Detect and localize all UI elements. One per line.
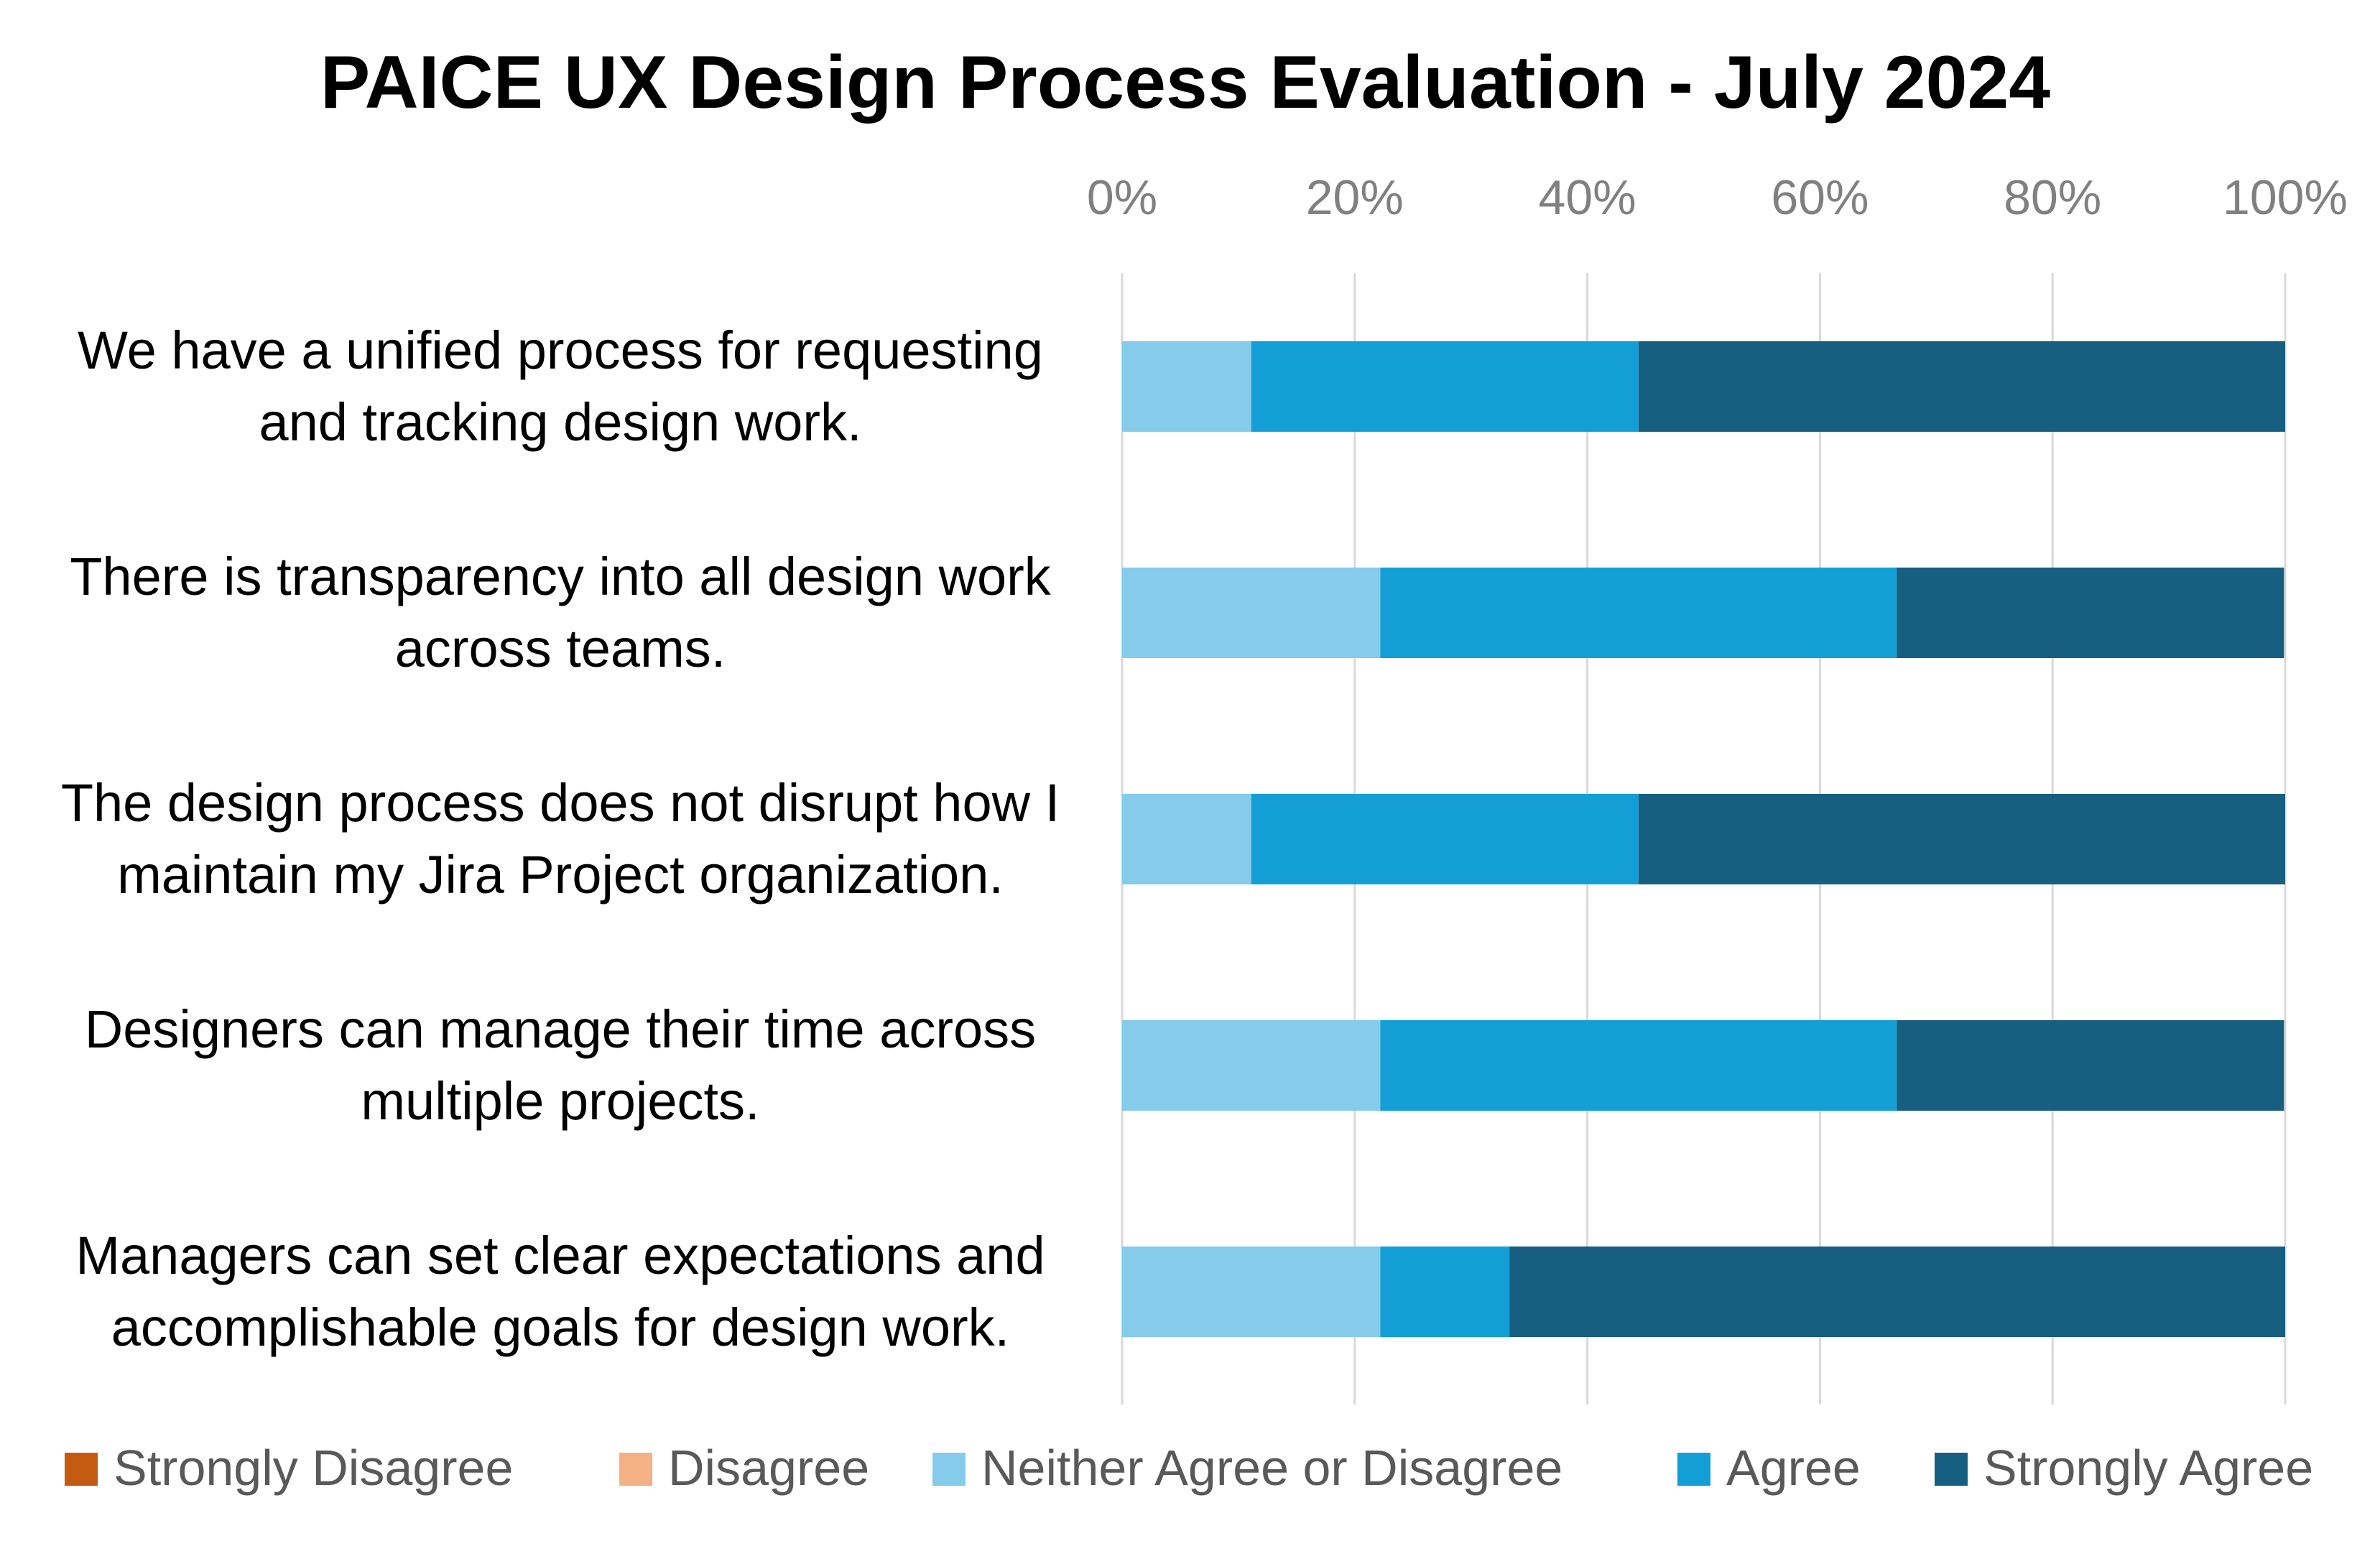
- legend-label: Strongly Disagree: [114, 1440, 513, 1496]
- bars: [1122, 341, 2285, 1337]
- category-label: Managers can set clear expectations and a…: [75, 1226, 1045, 1357]
- bar-segment: [1380, 568, 1897, 658]
- category-label-line: multiple projects.: [361, 1071, 759, 1131]
- bar-segment: [1638, 794, 2285, 884]
- bar-segment: [1122, 1020, 1381, 1111]
- category-label-line: We have a unified process for requesting: [78, 320, 1043, 380]
- category-label: Designers can manage their time across mu…: [85, 999, 1036, 1131]
- bar-segment: [1509, 1247, 2285, 1337]
- bar-segment: [1638, 341, 2285, 432]
- category-label-line: There is transparency into all design wo…: [70, 547, 1052, 606]
- bar-segment: [1380, 1020, 1897, 1111]
- legend-swatch: [65, 1453, 98, 1486]
- category-label-line: accomplishable goals for design work.: [111, 1298, 1009, 1357]
- category-label: There is transparency into all design wo…: [70, 547, 1052, 678]
- x-tick-label: 60%: [1771, 170, 1869, 225]
- bar-segment: [1897, 1020, 2284, 1111]
- bar-segment: [1251, 794, 1639, 884]
- category-label-line: Managers can set clear expectations and: [75, 1226, 1045, 1285]
- legend-label: Agree: [1726, 1440, 1861, 1496]
- bar-segment: [1122, 568, 1381, 658]
- legend: Strongly Disagree Disagree Neither Agree o…: [65, 1440, 2313, 1496]
- x-tick-label: 20%: [1306, 170, 1404, 225]
- legend-swatch: [1935, 1453, 1968, 1486]
- category-label-line: and tracking design work.: [259, 392, 861, 452]
- category-label: The design process does not disrupt how …: [61, 773, 1060, 905]
- x-tick-label: 100%: [2223, 170, 2348, 225]
- category-label-line: Designers can manage their time across: [85, 999, 1036, 1059]
- bar-segment: [1122, 794, 1251, 884]
- x-tick-label: 40%: [1539, 170, 1636, 225]
- legend-label: Strongly Agree: [1983, 1440, 2313, 1496]
- x-axis-tick-labels: 0% 20% 40% 60% 80% 100%: [1087, 170, 2348, 225]
- bar-segment: [1380, 1247, 1510, 1337]
- legend-swatch: [932, 1453, 966, 1486]
- category-label-line: across teams.: [395, 619, 726, 678]
- x-tick-label: 0%: [1087, 170, 1157, 225]
- bar-segment: [1897, 568, 2284, 658]
- x-tick-label: 80%: [2004, 170, 2101, 225]
- bar-segment: [1122, 341, 1251, 432]
- bar-segment: [1122, 1247, 1381, 1337]
- bar-segment: [1251, 341, 1639, 432]
- legend-label: Neither Agree or Disagree: [981, 1440, 1562, 1496]
- chart-title: PAICE UX Design Process Evaluation - Jul…: [320, 41, 2050, 124]
- legend-swatch: [619, 1453, 652, 1486]
- legend-label: Disagree: [668, 1440, 869, 1496]
- category-labels: We have a unified process for requesting…: [61, 320, 1060, 1357]
- category-label-line: The design process does not disrupt how …: [61, 773, 1060, 833]
- category-label: We have a unified process for requesting…: [78, 320, 1043, 452]
- category-label-line: maintain my Jira Project organization.: [117, 845, 1004, 905]
- legend-swatch: [1677, 1453, 1710, 1486]
